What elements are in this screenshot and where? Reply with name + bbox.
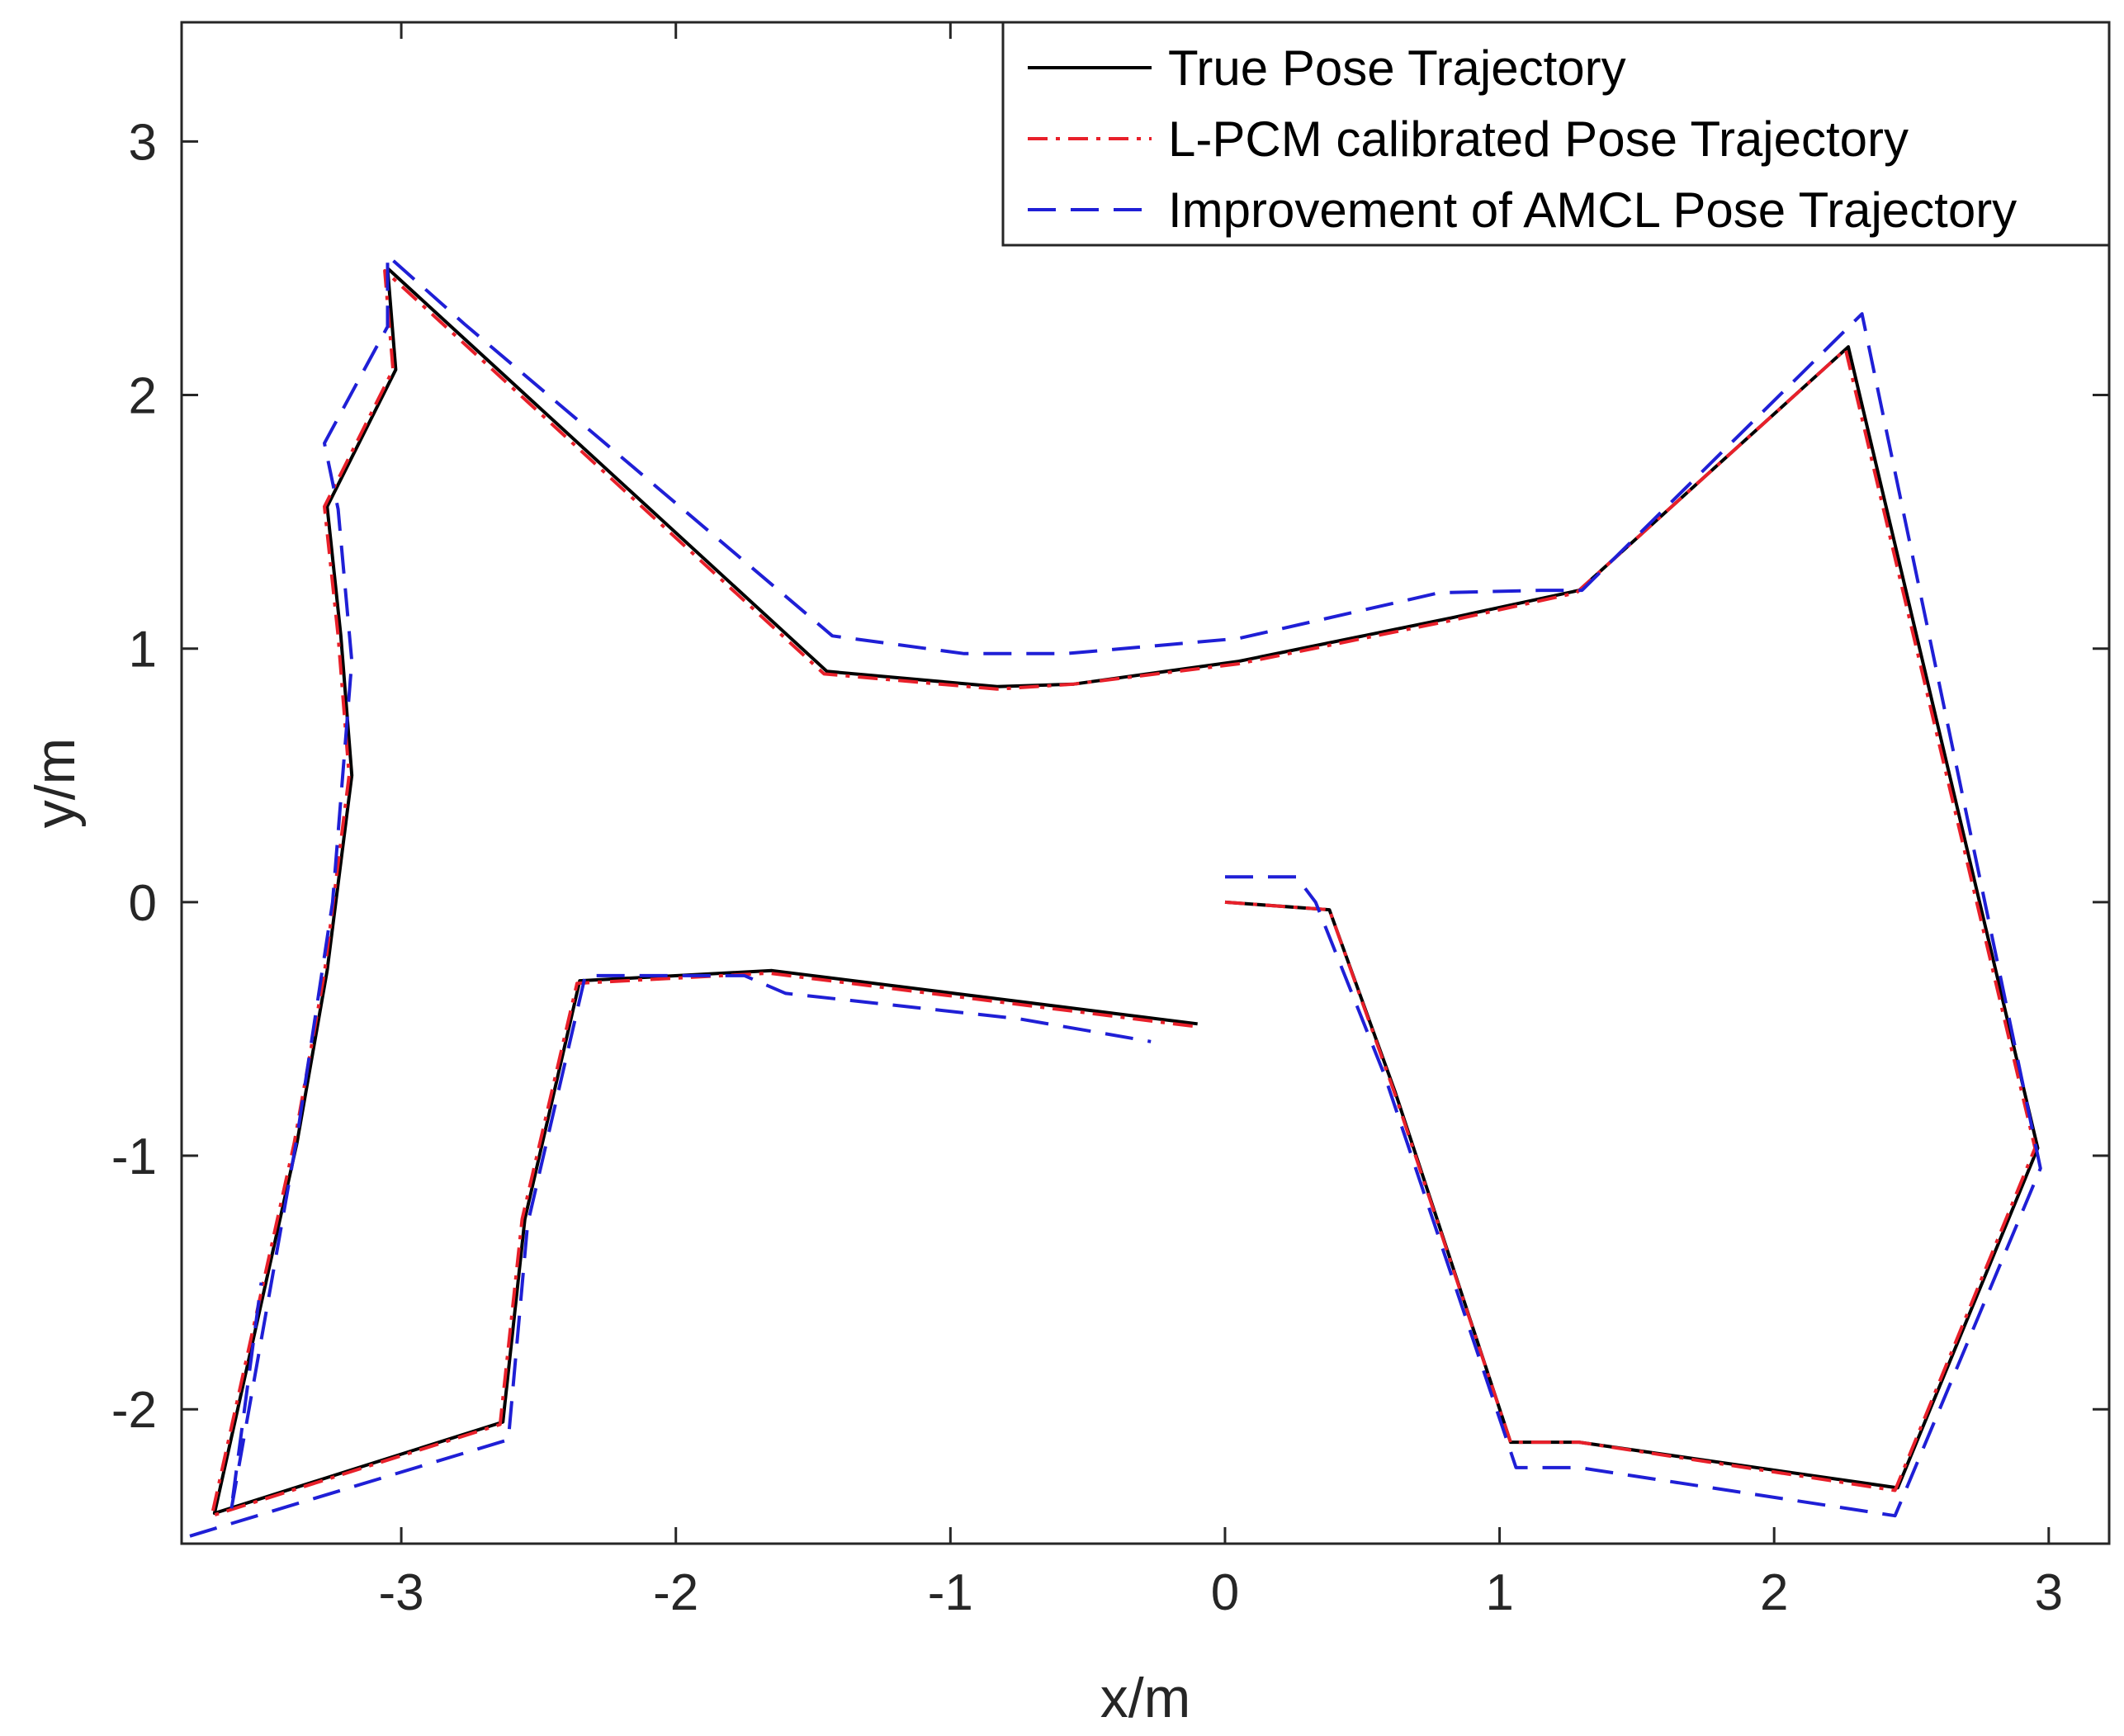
x-tick-label: 1: [1485, 1564, 1513, 1621]
x-tick-label: -3: [379, 1564, 424, 1621]
y-tick-label: -2: [111, 1382, 157, 1439]
legend-label-3: Improvement of AMCL Pose Trajectory: [1168, 182, 2017, 238]
series-line-1-segment-1: [212, 267, 2040, 1516]
x-tick-label: 2: [1760, 1564, 1788, 1621]
x-tick-label: 0: [1211, 1564, 1239, 1621]
y-tick-label: 0: [129, 875, 157, 932]
legend-label-1: True Pose Trajectory: [1168, 40, 1626, 96]
y-tick-label: 1: [129, 622, 157, 679]
axis-ticks: [182, 22, 2109, 1544]
axes-box: [180, 21, 2111, 1545]
series-line-3-segment-2: [189, 973, 1152, 1538]
tick-labels: -3 -2 -1 0 1 2 3 -2 -1 0 1 2 3: [111, 114, 2063, 1621]
x-axis-label: x/m: [1100, 1667, 1191, 1729]
plot-marks: [189, 253, 2042, 1538]
series-line-2-segment-1: [210, 269, 2037, 1518]
y-tick-label: 2: [129, 368, 157, 425]
series-line-3-segment-1: [229, 253, 2042, 1518]
x-tick-label: -1: [928, 1564, 973, 1621]
legend-box: [1001, 21, 2111, 247]
y-tick-label: -1: [111, 1128, 157, 1185]
x-tick-label: -2: [653, 1564, 698, 1621]
y-tick-label: 3: [129, 114, 157, 171]
legend-label-2: L-PCM calibrated Pose Trajectory: [1168, 111, 1909, 167]
x-tick-label: 3: [2035, 1564, 2063, 1621]
y-axis-label: y/m: [24, 738, 87, 829]
legend: True Pose Trajectory L-PCM calibrated Pos…: [1001, 21, 2111, 247]
